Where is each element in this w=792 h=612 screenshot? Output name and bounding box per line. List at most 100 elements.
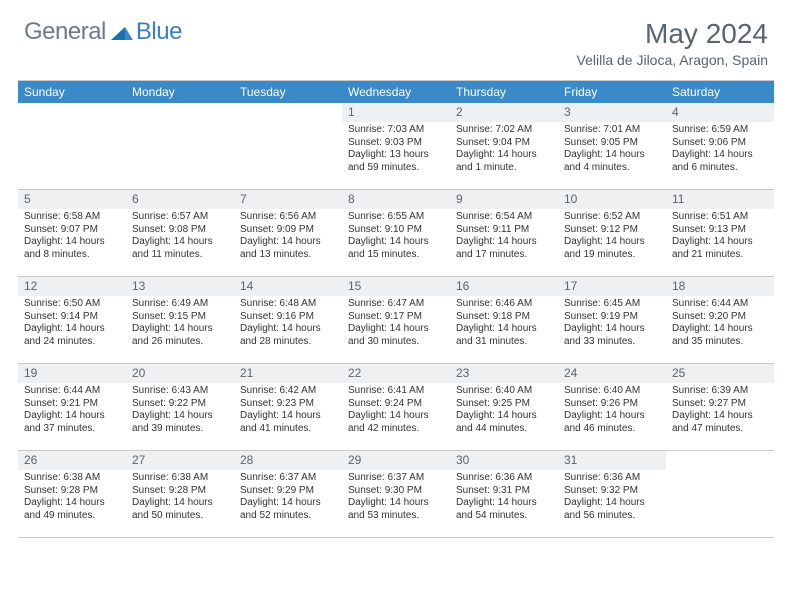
day-cell: 26Sunrise: 6:38 AMSunset: 9:28 PMDayligh… bbox=[18, 451, 126, 537]
day-body: Sunrise: 6:37 AMSunset: 9:29 PMDaylight:… bbox=[234, 470, 342, 526]
sunset-line: Sunset: 9:24 PM bbox=[348, 398, 446, 411]
day-cell: 15Sunrise: 6:47 AMSunset: 9:17 PMDayligh… bbox=[342, 277, 450, 363]
day-cell: . bbox=[666, 451, 774, 537]
sunrise-line: Sunrise: 6:57 AM bbox=[132, 211, 230, 224]
sunrise-line: Sunrise: 6:54 AM bbox=[456, 211, 554, 224]
daylight-line: Daylight: 14 hours and 21 minutes. bbox=[672, 236, 770, 261]
daylight-line: Daylight: 14 hours and 37 minutes. bbox=[24, 410, 122, 435]
day-cell: 22Sunrise: 6:41 AMSunset: 9:24 PMDayligh… bbox=[342, 364, 450, 450]
sunrise-line: Sunrise: 7:03 AM bbox=[348, 124, 446, 137]
sunset-line: Sunset: 9:11 PM bbox=[456, 224, 554, 237]
brand-part2: Blue bbox=[136, 18, 182, 46]
day-body: Sunrise: 6:52 AMSunset: 9:12 PMDaylight:… bbox=[558, 209, 666, 265]
day-body: Sunrise: 6:49 AMSunset: 9:15 PMDaylight:… bbox=[126, 296, 234, 352]
daylight-line: Daylight: 14 hours and 28 minutes. bbox=[240, 323, 338, 348]
header: General Blue May 2024 Velilla de Jiloca,… bbox=[0, 0, 792, 72]
day-cell: 10Sunrise: 6:52 AMSunset: 9:12 PMDayligh… bbox=[558, 190, 666, 276]
sunset-line: Sunset: 9:13 PM bbox=[672, 224, 770, 237]
sunset-line: Sunset: 9:21 PM bbox=[24, 398, 122, 411]
day-body: Sunrise: 6:58 AMSunset: 9:07 PMDaylight:… bbox=[18, 209, 126, 265]
day-body: Sunrise: 6:45 AMSunset: 9:19 PMDaylight:… bbox=[558, 296, 666, 352]
day-cell: 19Sunrise: 6:44 AMSunset: 9:21 PMDayligh… bbox=[18, 364, 126, 450]
daylight-line: Daylight: 14 hours and 44 minutes. bbox=[456, 410, 554, 435]
sunset-line: Sunset: 9:32 PM bbox=[564, 485, 662, 498]
day-number: 5 bbox=[18, 190, 126, 209]
sunrise-line: Sunrise: 6:36 AM bbox=[456, 472, 554, 485]
day-body: Sunrise: 7:01 AMSunset: 9:05 PMDaylight:… bbox=[558, 122, 666, 178]
day-number: 7 bbox=[234, 190, 342, 209]
day-body: Sunrise: 6:39 AMSunset: 9:27 PMDaylight:… bbox=[666, 383, 774, 439]
sunset-line: Sunset: 9:05 PM bbox=[564, 137, 662, 150]
day-body: Sunrise: 6:41 AMSunset: 9:24 PMDaylight:… bbox=[342, 383, 450, 439]
sunset-line: Sunset: 9:09 PM bbox=[240, 224, 338, 237]
sunset-line: Sunset: 9:22 PM bbox=[132, 398, 230, 411]
day-number: 21 bbox=[234, 364, 342, 383]
day-body: Sunrise: 6:59 AMSunset: 9:06 PMDaylight:… bbox=[666, 122, 774, 178]
sunrise-line: Sunrise: 6:38 AM bbox=[24, 472, 122, 485]
day-cell: . bbox=[18, 103, 126, 189]
day-body: Sunrise: 6:44 AMSunset: 9:20 PMDaylight:… bbox=[666, 296, 774, 352]
day-cell: 11Sunrise: 6:51 AMSunset: 9:13 PMDayligh… bbox=[666, 190, 774, 276]
sunset-line: Sunset: 9:30 PM bbox=[348, 485, 446, 498]
day-cell: 29Sunrise: 6:37 AMSunset: 9:30 PMDayligh… bbox=[342, 451, 450, 537]
sunset-line: Sunset: 9:10 PM bbox=[348, 224, 446, 237]
daylight-line: Daylight: 14 hours and 35 minutes. bbox=[672, 323, 770, 348]
sunset-line: Sunset: 9:07 PM bbox=[24, 224, 122, 237]
daylight-line: Daylight: 14 hours and 33 minutes. bbox=[564, 323, 662, 348]
sunset-line: Sunset: 9:27 PM bbox=[672, 398, 770, 411]
day-cell: 16Sunrise: 6:46 AMSunset: 9:18 PMDayligh… bbox=[450, 277, 558, 363]
title-block: May 2024 Velilla de Jiloca, Aragon, Spai… bbox=[577, 18, 768, 68]
sunrise-line: Sunrise: 7:01 AM bbox=[564, 124, 662, 137]
day-body bbox=[126, 122, 234, 128]
day-cell: 13Sunrise: 6:49 AMSunset: 9:15 PMDayligh… bbox=[126, 277, 234, 363]
week-row: ...1Sunrise: 7:03 AMSunset: 9:03 PMDayli… bbox=[18, 103, 774, 190]
day-body: Sunrise: 6:40 AMSunset: 9:26 PMDaylight:… bbox=[558, 383, 666, 439]
sunset-line: Sunset: 9:16 PM bbox=[240, 311, 338, 324]
day-number: 1 bbox=[342, 103, 450, 122]
daylight-line: Daylight: 14 hours and 15 minutes. bbox=[348, 236, 446, 261]
day-number: 17 bbox=[558, 277, 666, 296]
sunrise-line: Sunrise: 6:37 AM bbox=[348, 472, 446, 485]
day-cell: 17Sunrise: 6:45 AMSunset: 9:19 PMDayligh… bbox=[558, 277, 666, 363]
sunrise-line: Sunrise: 6:59 AM bbox=[672, 124, 770, 137]
day-cell: . bbox=[234, 103, 342, 189]
day-number: 3 bbox=[558, 103, 666, 122]
day-cell: 8Sunrise: 6:55 AMSunset: 9:10 PMDaylight… bbox=[342, 190, 450, 276]
day-cell: 18Sunrise: 6:44 AMSunset: 9:20 PMDayligh… bbox=[666, 277, 774, 363]
sunrise-line: Sunrise: 6:43 AM bbox=[132, 385, 230, 398]
day-body: Sunrise: 6:51 AMSunset: 9:13 PMDaylight:… bbox=[666, 209, 774, 265]
sunrise-line: Sunrise: 6:55 AM bbox=[348, 211, 446, 224]
day-body bbox=[234, 122, 342, 128]
day-body: Sunrise: 6:55 AMSunset: 9:10 PMDaylight:… bbox=[342, 209, 450, 265]
weekday-header: Tuesday bbox=[234, 81, 342, 103]
day-number: 25 bbox=[666, 364, 774, 383]
day-cell: 24Sunrise: 6:40 AMSunset: 9:26 PMDayligh… bbox=[558, 364, 666, 450]
day-number: 19 bbox=[18, 364, 126, 383]
daylight-line: Daylight: 14 hours and 26 minutes. bbox=[132, 323, 230, 348]
location-label: Velilla de Jiloca, Aragon, Spain bbox=[577, 52, 768, 68]
week-row: 12Sunrise: 6:50 AMSunset: 9:14 PMDayligh… bbox=[18, 277, 774, 364]
weekday-header: Monday bbox=[126, 81, 234, 103]
day-number: 8 bbox=[342, 190, 450, 209]
daylight-line: Daylight: 14 hours and 52 minutes. bbox=[240, 497, 338, 522]
sunrise-line: Sunrise: 6:36 AM bbox=[564, 472, 662, 485]
weekday-header: Saturday bbox=[666, 81, 774, 103]
day-body: Sunrise: 6:56 AMSunset: 9:09 PMDaylight:… bbox=[234, 209, 342, 265]
sunrise-line: Sunrise: 6:58 AM bbox=[24, 211, 122, 224]
brand-logo: General Blue bbox=[24, 18, 182, 46]
day-body: Sunrise: 6:38 AMSunset: 9:28 PMDaylight:… bbox=[126, 470, 234, 526]
daylight-line: Daylight: 14 hours and 30 minutes. bbox=[348, 323, 446, 348]
brand-part1: General bbox=[24, 18, 106, 46]
day-number: 16 bbox=[450, 277, 558, 296]
day-cell: 21Sunrise: 6:42 AMSunset: 9:23 PMDayligh… bbox=[234, 364, 342, 450]
day-cell: 7Sunrise: 6:56 AMSunset: 9:09 PMDaylight… bbox=[234, 190, 342, 276]
day-number: 10 bbox=[558, 190, 666, 209]
daylight-line: Daylight: 14 hours and 41 minutes. bbox=[240, 410, 338, 435]
day-number: 24 bbox=[558, 364, 666, 383]
sunrise-line: Sunrise: 6:42 AM bbox=[240, 385, 338, 398]
day-cell: 5Sunrise: 6:58 AMSunset: 9:07 PMDaylight… bbox=[18, 190, 126, 276]
day-cell: 4Sunrise: 6:59 AMSunset: 9:06 PMDaylight… bbox=[666, 103, 774, 189]
day-number: 29 bbox=[342, 451, 450, 470]
day-cell: 1Sunrise: 7:03 AMSunset: 9:03 PMDaylight… bbox=[342, 103, 450, 189]
sunrise-line: Sunrise: 6:47 AM bbox=[348, 298, 446, 311]
